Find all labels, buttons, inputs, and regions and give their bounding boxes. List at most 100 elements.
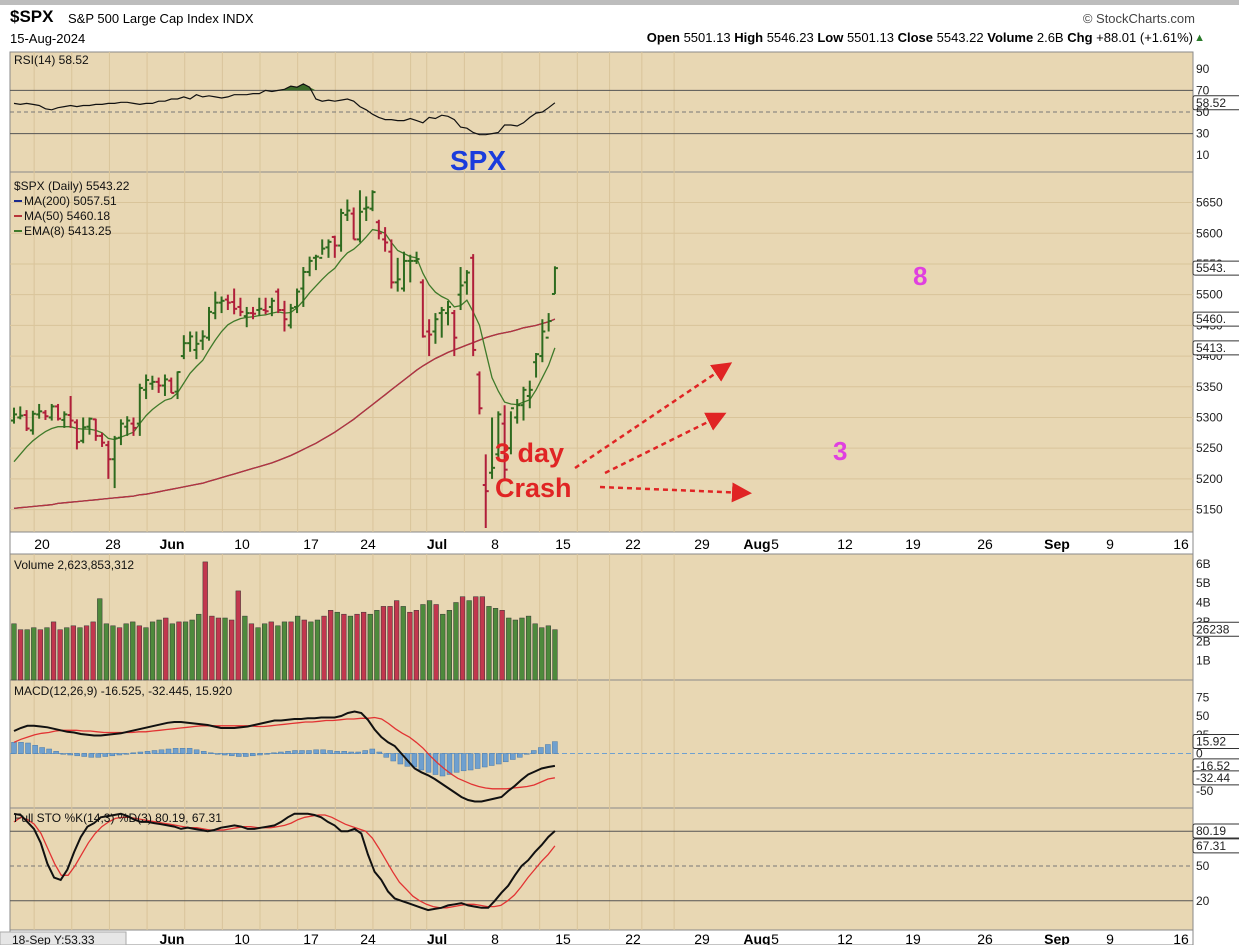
macd-hist-bar [32, 745, 38, 754]
volume-bar [11, 623, 17, 681]
macd-hist-bar [207, 752, 214, 754]
macd-y-tick: -50 [1196, 784, 1214, 798]
x-tick-label: 28 [105, 536, 121, 552]
volume-bar [222, 617, 228, 681]
x-tick-label: 19 [905, 536, 921, 552]
macd-hist-bar [538, 747, 544, 754]
ohlc-bar [187, 331, 194, 352]
volume-bar [202, 561, 208, 681]
x-tick-label-bottom: 26 [977, 931, 993, 945]
macd-hist-bar [88, 753, 95, 758]
index-name: S&P 500 Large Cap Index [68, 11, 219, 26]
macd-hist-bar [495, 753, 502, 765]
macd-hist-bar [439, 753, 446, 777]
macd-hist-bar [46, 748, 52, 754]
volume-bar [459, 596, 466, 681]
ohlc-bar [482, 454, 489, 528]
macd-hist-bar [67, 753, 73, 756]
overlay-title: SPX [450, 145, 506, 176]
ohlc-bar [86, 417, 93, 435]
x-tick-label: 20 [34, 536, 50, 552]
rsi-y-tick: 50 [1196, 105, 1210, 119]
ohlc-bar [256, 297, 263, 317]
macd-hist-bar [306, 750, 312, 754]
sto-k-line [13, 812, 556, 912]
volume-bar [262, 623, 268, 681]
volume-bar [182, 621, 189, 681]
volume-bar [70, 625, 76, 681]
x-tick-label: 9 [1106, 536, 1114, 552]
volume-bar [539, 627, 545, 681]
sto-y-tick-box [1192, 823, 1239, 839]
legend-0: MA(200) 5057.51 [24, 194, 117, 208]
x-tick-label: 15 [555, 536, 571, 552]
ohlc-bar [73, 419, 80, 450]
ohlc-bar [287, 303, 294, 329]
open-label: Open [646, 30, 680, 45]
volume-bar [314, 619, 321, 681]
x-tick-label-bottom: 16 [1173, 931, 1189, 945]
ohlc-bar [48, 403, 55, 421]
x-tick-label: Aug [743, 536, 770, 552]
volume-bar [506, 617, 512, 681]
cursor-readout: 18-Sep Y:53.33 [12, 933, 95, 945]
brand[interactable]: © StockCharts.com [1082, 11, 1195, 26]
volume-bar [143, 627, 149, 681]
ohlc-bar [205, 306, 212, 341]
x-tick-label: 17 [303, 536, 319, 552]
price-last-label: 5543. [1196, 261, 1226, 275]
volume-bar [248, 623, 255, 681]
ohlc-bar [17, 406, 24, 420]
ohlc-bar [61, 411, 68, 428]
macd-hist-bar [151, 750, 158, 754]
macd-hist-bar [524, 753, 530, 755]
macd-hist-bar [95, 753, 102, 758]
panel-price [9, 171, 1194, 533]
price-y-tick: 5150 [1196, 503, 1223, 517]
x-tick-label: Jul [427, 536, 447, 552]
ohlc-bar [533, 353, 540, 378]
panel-sto [9, 807, 1194, 931]
macd-last-label-box [1192, 734, 1239, 750]
macd-hist-bar [53, 751, 59, 754]
low-value: 5501.13 [846, 30, 894, 45]
ohlc-bar [325, 239, 332, 258]
volume-bar [110, 625, 116, 681]
ohlc-bar [489, 417, 496, 479]
ohlc-bar [237, 297, 244, 317]
volume-bar [44, 627, 50, 681]
volume-bar [433, 604, 439, 681]
x-tick-label-bottom: Sep [1044, 931, 1070, 945]
open-value: 5501.13 [683, 30, 731, 45]
volume-bar [328, 610, 334, 681]
ohlc-bar [80, 417, 87, 444]
ohlc-bar [451, 310, 458, 357]
ohlc-bar [55, 403, 62, 421]
macd-hist-bar [488, 753, 495, 766]
legend-2: EMA(8) 5413.25 [24, 224, 112, 238]
ohlc-readout: Open 5501.13 High 5546.23 Low 5501.13 Cl… [647, 30, 1193, 45]
macd-hist-bar [383, 753, 390, 758]
rsi-y-tick: 58.52 [1196, 96, 1226, 110]
volume-bar [347, 615, 354, 681]
high-label: High [734, 30, 764, 45]
x-tick-label-bottom: 12 [837, 931, 853, 945]
macd-last-label: 15.92 [1196, 735, 1226, 749]
ohlc-bar [463, 270, 470, 295]
ohlc-bar [130, 417, 137, 436]
ohlc-bar [400, 251, 407, 292]
price-y-tick: 5350 [1196, 380, 1223, 394]
volume-bar [334, 611, 340, 681]
x-tick-label-bottom: 24 [360, 931, 376, 945]
macd-hist-bar [39, 747, 45, 754]
panel-macd [9, 679, 1194, 809]
x-tick-label-bottom: Jun [160, 931, 185, 945]
x-tick-label-bottom: 5 [771, 931, 779, 945]
ohlc-bar [42, 410, 49, 420]
x-tick-label: 22 [625, 536, 641, 552]
macd-hist-bar [158, 749, 165, 754]
price-line-1 [13, 318, 556, 510]
volume-bar [215, 617, 222, 681]
symbol-name: S&P 500 Large Cap Index INDX [68, 11, 254, 26]
